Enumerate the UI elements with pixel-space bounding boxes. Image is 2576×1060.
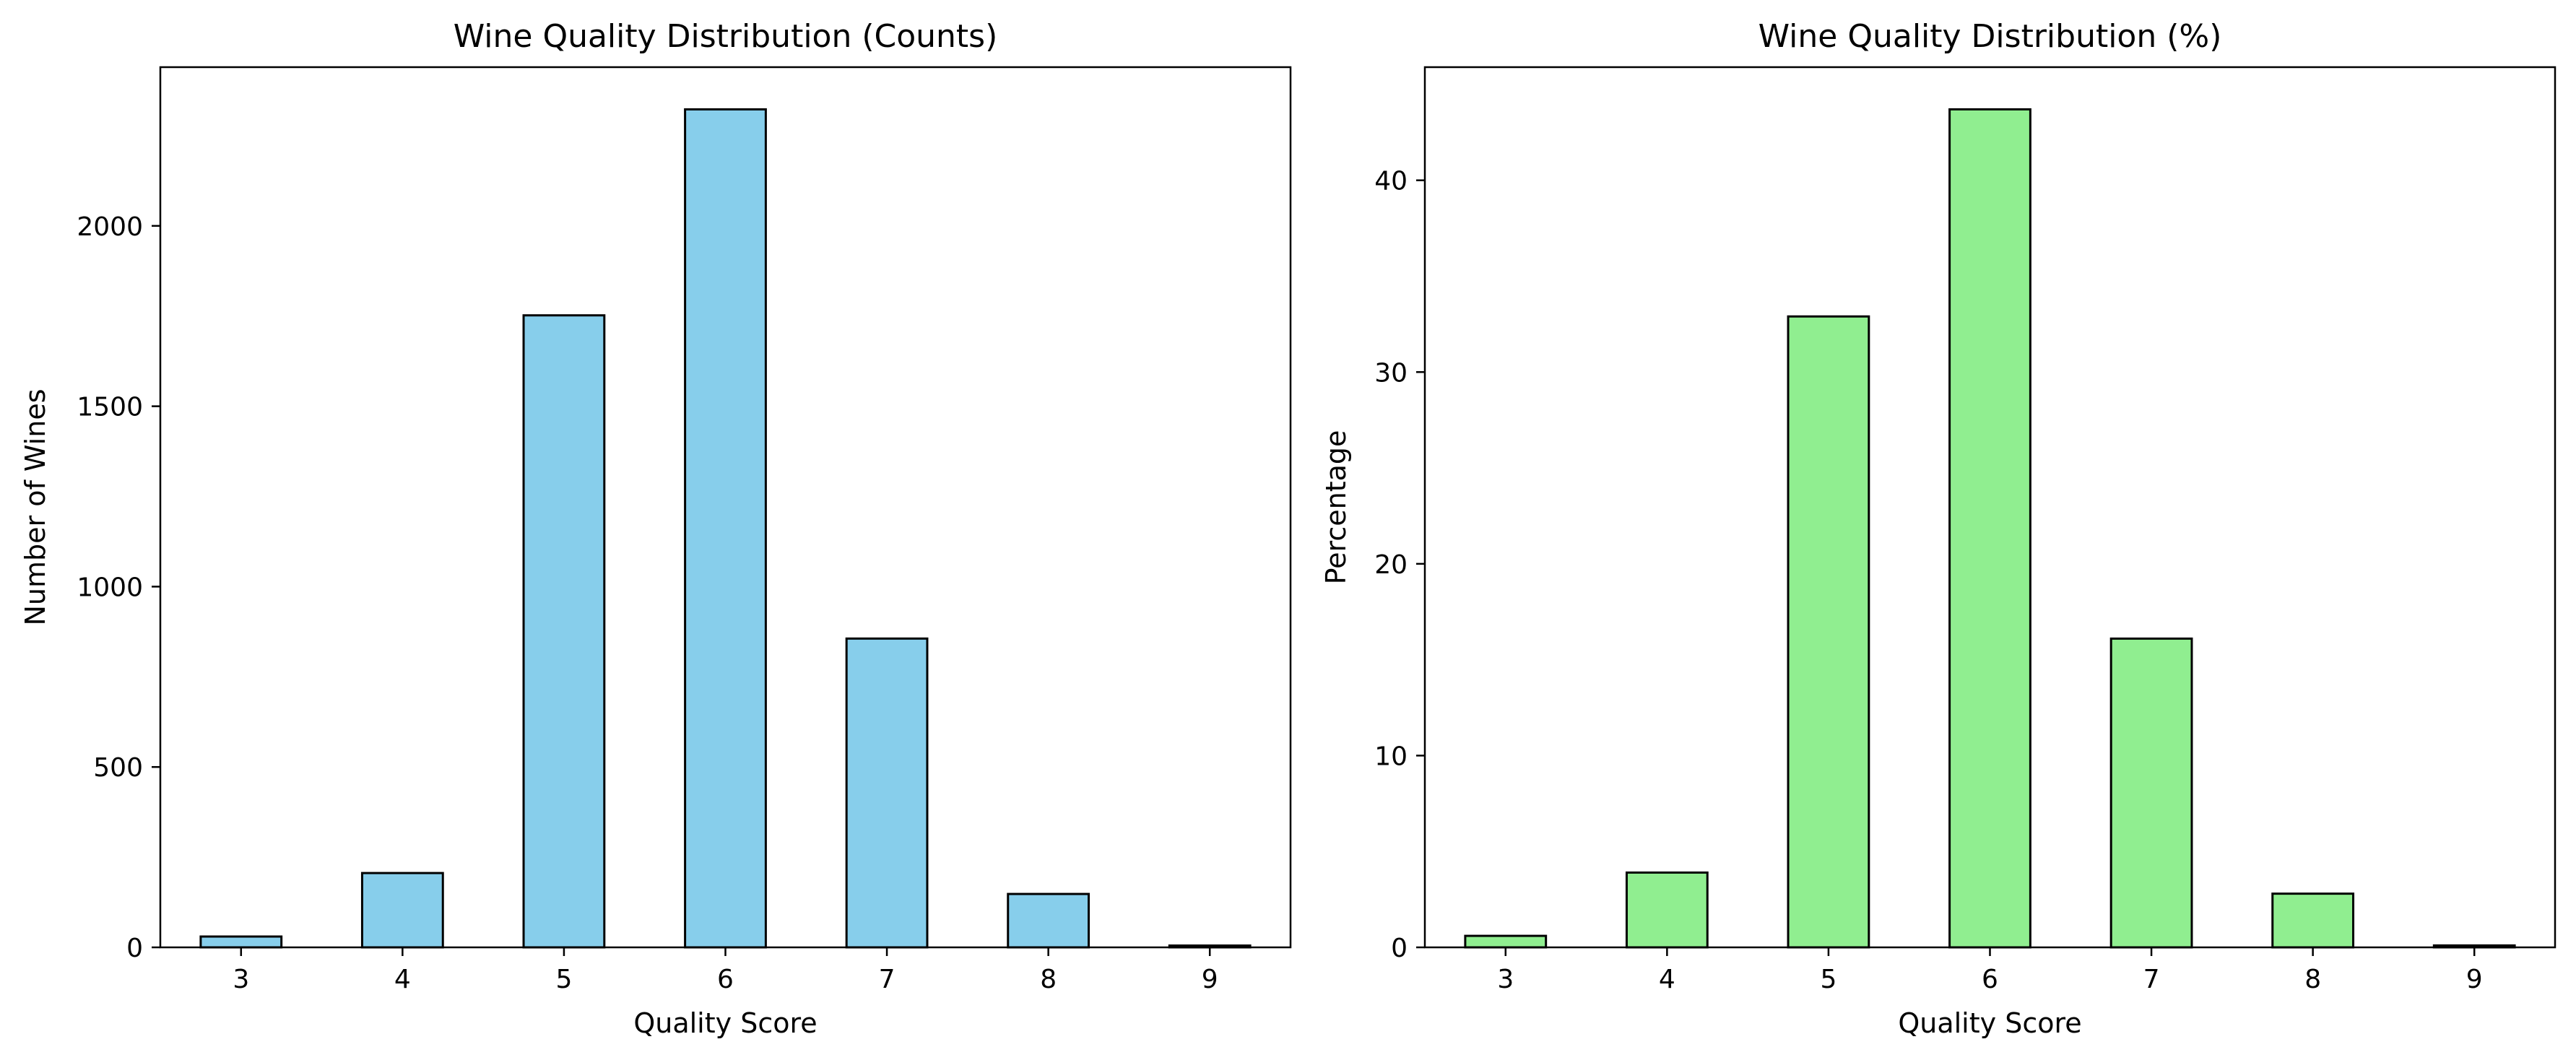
bar-3 — [199, 935, 283, 949]
y-tick-label: 30 — [1374, 358, 1408, 388]
counts-chart: 3 4 5 6 7 8 9 0 500 1000 1500 2000 Wine Quality Dist… — [19, 18, 1292, 1039]
x-tick-label: 7 — [2143, 965, 2160, 994]
x-tick-label: 3 — [1497, 965, 1514, 994]
x-tick-label: 8 — [2304, 965, 2321, 994]
y-tick-label: 500 — [93, 753, 143, 783]
chart-title: Wine Quality Distribution (Counts) — [454, 18, 998, 55]
bar-5 — [1787, 315, 1870, 949]
x-tick-label: 6 — [717, 965, 734, 994]
bar-5 — [522, 314, 606, 949]
x-tick-label: 5 — [555, 965, 572, 994]
y-tick-label: 40 — [1374, 167, 1408, 196]
bar-7 — [2109, 637, 2193, 949]
y-tick-label: 20 — [1374, 550, 1408, 580]
percentage-chart: 3 4 5 6 7 8 9 0 10 20 30 40 Wine Quality Distributio… — [1320, 18, 2557, 1039]
y-axis-label: Number of Wines — [19, 389, 51, 626]
x-tick-label: 6 — [1982, 965, 1998, 994]
chart-title: Wine Quality Distribution (%) — [1758, 18, 2222, 55]
bar-6 — [684, 108, 767, 949]
bar-4 — [1625, 871, 1709, 949]
x-tick-label: 7 — [879, 965, 895, 994]
x-tick-label: 9 — [2466, 965, 2483, 994]
bar-4 — [360, 872, 444, 949]
bar-8 — [2271, 892, 2355, 949]
y-axis-label: Percentage — [1320, 430, 1352, 585]
y-tick-label: 1000 — [77, 573, 143, 602]
x-tick-label: 4 — [394, 965, 411, 994]
x-axis-label: Quality Score — [633, 1007, 817, 1039]
bar-7 — [845, 637, 929, 949]
x-axis-label: Quality Score — [1898, 1007, 2081, 1039]
x-tick-label: 4 — [1659, 965, 1675, 994]
x-tick-label: 9 — [1202, 965, 1218, 994]
y-tick-label: 2000 — [77, 212, 143, 242]
y-tick-label: 0 — [1391, 934, 1408, 963]
x-tick-label: 8 — [1040, 965, 1057, 994]
x-tick-label: 5 — [1820, 965, 1836, 994]
bar-3 — [1464, 934, 1548, 949]
bar-6 — [1948, 108, 2031, 949]
x-tick-label: 3 — [233, 965, 249, 994]
bar-8 — [1007, 892, 1090, 949]
y-tick-label: 0 — [126, 934, 143, 963]
y-tick-label: 1500 — [77, 393, 143, 422]
y-tick-label: 10 — [1374, 742, 1408, 771]
